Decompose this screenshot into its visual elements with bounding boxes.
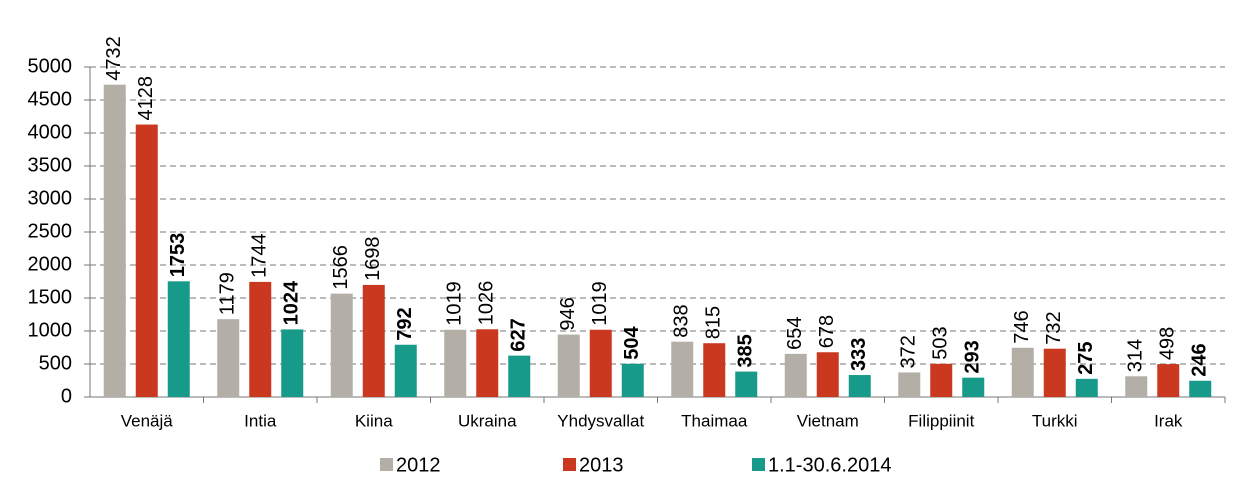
bar <box>930 363 953 397</box>
bar <box>281 329 304 397</box>
y-tick-label: 1000 <box>28 319 73 341</box>
y-tick-label: 3500 <box>28 154 73 176</box>
x-tick-label: Venäjä <box>121 411 174 430</box>
y-tick-label: 500 <box>39 352 72 374</box>
legend-label: 2013 <box>579 454 624 476</box>
y-tick-label: 1500 <box>28 286 73 308</box>
x-tick-label: Ukraina <box>458 411 517 430</box>
x-tick-label: Vietnam <box>797 411 859 430</box>
bar <box>476 329 499 397</box>
x-tick-label: Irak <box>1154 411 1183 430</box>
y-tick-label: 0 <box>61 385 72 407</box>
data-label: 4128 <box>135 76 157 121</box>
data-label: 1019 <box>589 281 611 326</box>
bar <box>217 319 240 397</box>
legend-swatch <box>380 458 393 471</box>
data-label: 654 <box>784 316 806 349</box>
data-label: 792 <box>394 307 416 340</box>
data-label: 1019 <box>444 281 466 326</box>
bar <box>1075 378 1098 397</box>
bar <box>848 375 871 397</box>
y-tick-label: 4000 <box>28 121 73 143</box>
data-label: 503 <box>930 326 952 359</box>
bar <box>1157 364 1180 397</box>
data-label: 504 <box>621 325 643 359</box>
bar <box>103 84 126 398</box>
bar <box>784 353 807 397</box>
bar <box>816 352 839 397</box>
data-label: 815 <box>703 306 725 339</box>
y-tick-label: 5000 <box>28 55 73 77</box>
data-label: 1753 <box>167 233 189 278</box>
x-tick-label: Turkki <box>1032 411 1078 430</box>
bar <box>362 284 385 397</box>
bar <box>249 281 272 397</box>
legend-label: 2012 <box>396 454 441 476</box>
data-label: 838 <box>671 304 693 337</box>
data-label: 732 <box>1043 311 1065 344</box>
bar <box>735 371 758 397</box>
x-tick-label: Kiina <box>355 411 393 430</box>
bar <box>621 363 644 397</box>
bar <box>135 124 158 397</box>
bar <box>671 341 694 397</box>
data-label: 1744 <box>249 233 271 278</box>
bar <box>1011 347 1034 397</box>
data-label: 1698 <box>362 236 384 281</box>
bar <box>589 329 612 397</box>
legend-label: 1.1-30.6.2014 <box>768 454 891 476</box>
bar <box>898 372 921 397</box>
y-tick-label: 3000 <box>28 187 73 209</box>
data-label: 1024 <box>281 280 303 325</box>
bar <box>508 355 531 397</box>
x-tick-label: Yhdysvallat <box>557 411 644 430</box>
data-label: 372 <box>898 335 920 368</box>
y-tick-label: 2000 <box>28 253 73 275</box>
data-label: 275 <box>1075 341 1097 374</box>
data-label: 246 <box>1189 343 1211 376</box>
data-label: 1026 <box>476 281 498 326</box>
data-label: 946 <box>557 297 579 330</box>
data-label: 1566 <box>330 245 352 290</box>
bar <box>557 334 580 397</box>
bar <box>167 281 190 397</box>
data-label: 314 <box>1125 339 1147 372</box>
data-label: 4732 <box>103 36 125 81</box>
bar <box>394 344 417 397</box>
bar <box>703 343 726 397</box>
y-tick-label: 4500 <box>28 88 73 110</box>
data-label: 1179 <box>217 272 239 315</box>
data-label: 678 <box>816 315 838 348</box>
legend-swatch <box>563 458 576 471</box>
bar <box>962 377 985 397</box>
bar <box>330 293 353 397</box>
data-label: 293 <box>962 340 984 373</box>
data-label: 333 <box>848 338 870 371</box>
bar <box>444 329 467 397</box>
data-label: 627 <box>508 318 530 351</box>
x-tick-label: Intia <box>244 411 277 430</box>
y-tick-label: 2500 <box>28 220 73 242</box>
x-tick-label: Thaimaa <box>681 411 748 430</box>
data-label: 385 <box>735 334 757 367</box>
data-label: 746 <box>1011 310 1033 343</box>
x-tick-label: Filippiinit <box>908 411 974 430</box>
bar <box>1125 376 1148 397</box>
data-label: 498 <box>1157 327 1179 360</box>
bar <box>1189 380 1212 397</box>
bar <box>1043 348 1066 397</box>
legend-swatch <box>752 458 765 471</box>
